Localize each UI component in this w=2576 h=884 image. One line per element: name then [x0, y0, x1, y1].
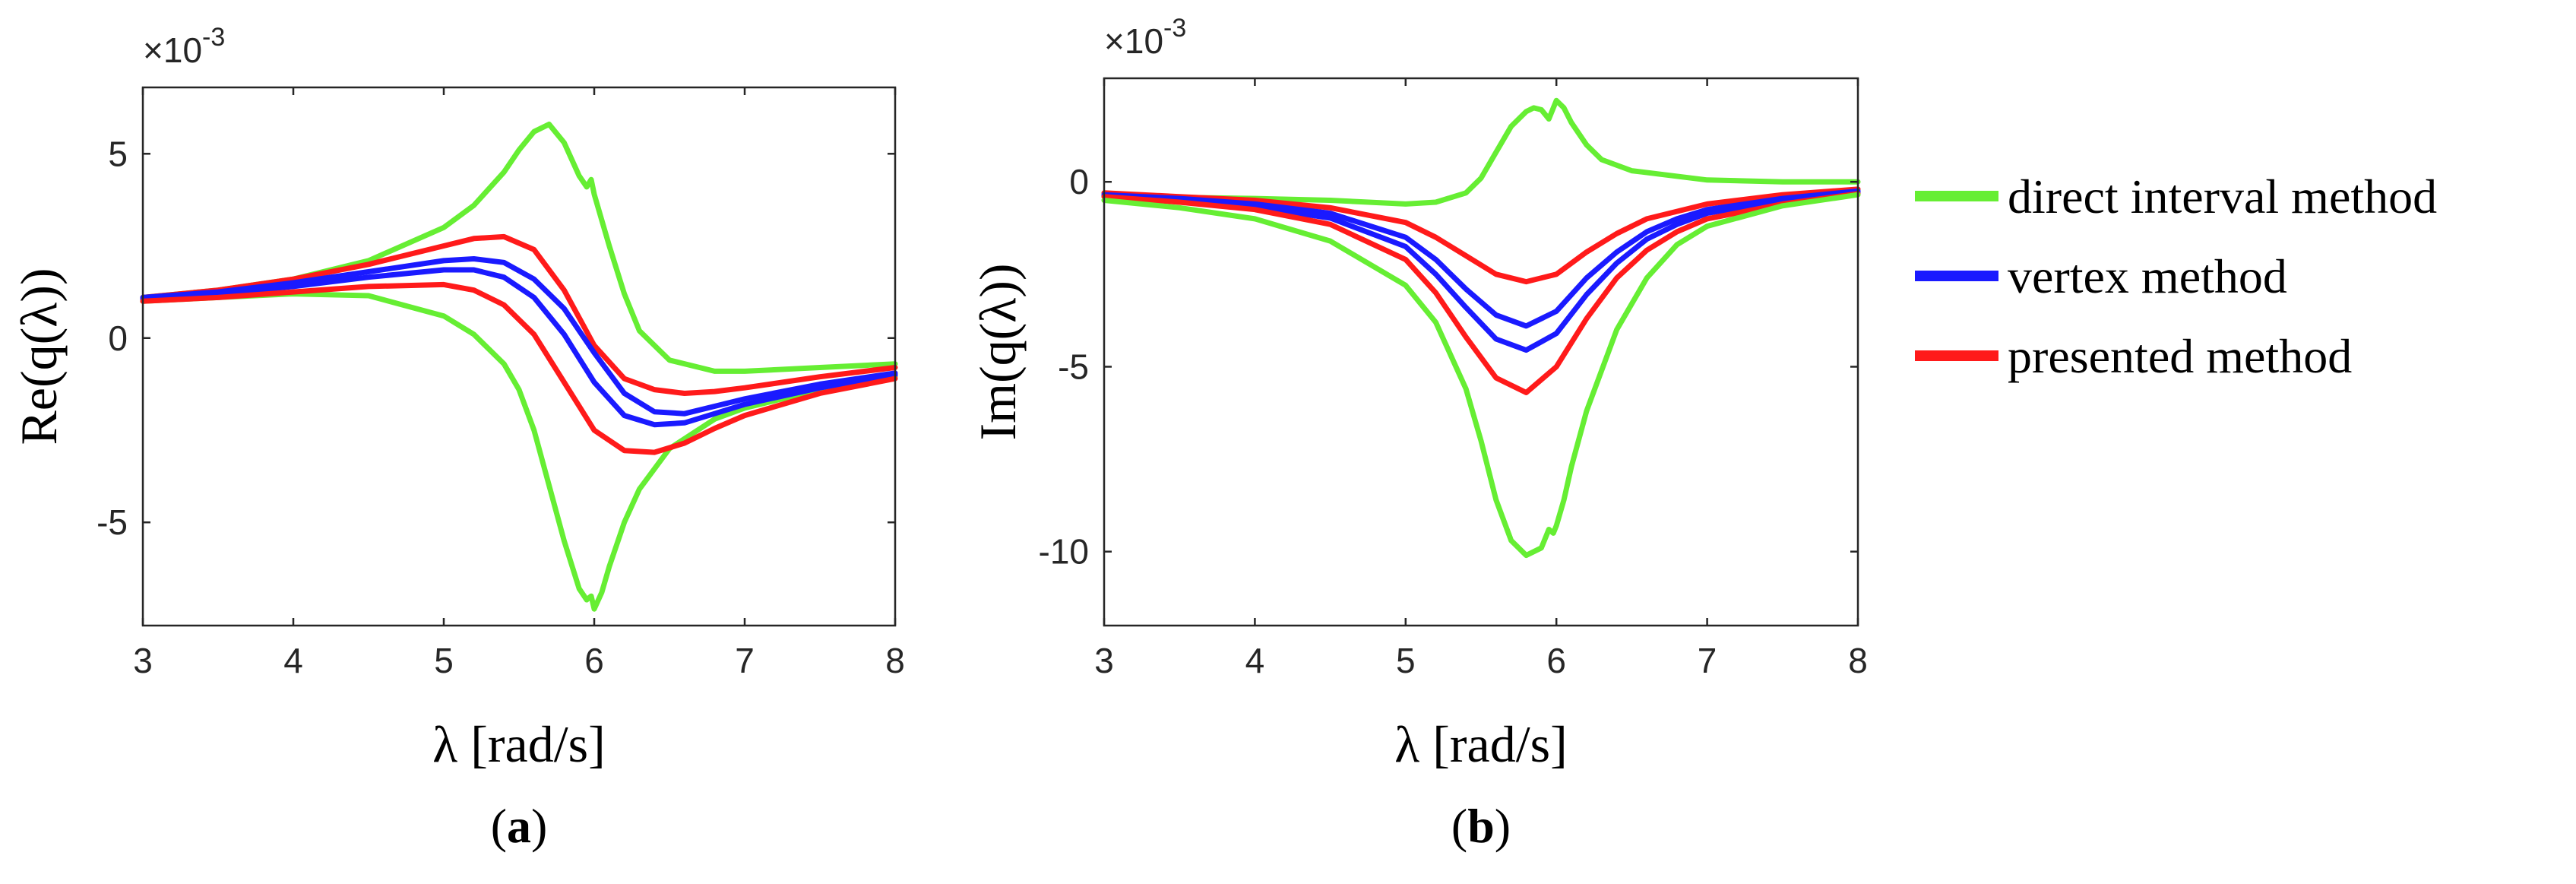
y-multiplier-b: ×10-3	[1104, 14, 1186, 61]
series-line-b-direct-interval-method-lower	[1101, 192, 1861, 559]
series-line-b-presented-method-lower	[1101, 191, 1861, 395]
x-tick-label-a-4: 4	[283, 641, 303, 680]
x-tick-label-b-6: 6	[1546, 641, 1566, 680]
plot-area-a	[141, 86, 897, 627]
x-axis-label-b: λ [rad/s]	[1394, 715, 1567, 773]
series-line-b-vertex-method-lower	[1101, 189, 1861, 353]
series-line-b-presented-method-upper	[1101, 186, 1861, 285]
series-line-a-presented-method-lower	[140, 281, 898, 455]
y-axis-label-a: Re(q(λ))	[10, 268, 68, 445]
y-tick-label-b-0: 0	[1069, 162, 1089, 201]
x-tick-label-a-8: 8	[885, 641, 905, 680]
y-tick-label-a-5: 5	[108, 134, 128, 173]
y-tick-label-b--5: -5	[1058, 347, 1089, 386]
legend: direct interval method vertex method pre…	[1915, 170, 2437, 383]
y-tick-label-a--5: -5	[97, 502, 128, 542]
x-tick-label-a-3: 3	[133, 641, 153, 680]
series-line-b-vertex-method-upper	[1101, 188, 1861, 329]
series-line-a-presented-method-upper	[140, 233, 898, 396]
panel-label-a: (a)	[491, 799, 548, 853]
y-multiplier-a: ×10-3	[143, 23, 225, 70]
legend-label-presented: presented method	[2008, 329, 2352, 383]
chart-a: ×10-3 3 4 5 6 7 8 -5 0 5 Re(q(λ)) λ [rad/s] (a)	[10, 23, 905, 853]
x-tick-label-b-4: 4	[1245, 641, 1265, 680]
x-axis-label-a: λ [rad/s]	[432, 715, 605, 773]
series-line-a-vertex-method-lower	[140, 267, 898, 428]
y-tick-label-b--10: -10	[1039, 532, 1089, 572]
plot-area-b	[1103, 77, 1859, 627]
x-tick-label-b-5: 5	[1396, 641, 1416, 680]
y-tick-label-a-0: 0	[108, 318, 128, 358]
x-tick-label-a-5: 5	[434, 641, 454, 680]
x-tick-label-b-3: 3	[1094, 641, 1114, 680]
x-tick-label-a-7: 7	[735, 641, 755, 680]
chart-b: ×10-3 3 4 5 6 7 8 -10 -5 0 Im(q(λ)) λ [rad/s] (b…	[969, 14, 1868, 853]
panel-label-b: (b)	[1451, 799, 1511, 853]
x-tick-label-b-8: 8	[1848, 641, 1868, 680]
y-axis-label-b: Im(q(λ))	[969, 263, 1027, 440]
series-line-a-vertex-method-upper	[140, 256, 898, 417]
legend-label-vertex: vertex method	[2008, 249, 2287, 303]
x-tick-label-b-7: 7	[1698, 641, 1717, 680]
series-line-b-direct-interval-method-upper	[1101, 97, 1861, 207]
legend-label-direct-interval: direct interval method	[2008, 170, 2437, 223]
series-line-a-direct-interval-method-upper	[140, 122, 898, 374]
x-tick-label-a-6: 6	[584, 641, 604, 680]
